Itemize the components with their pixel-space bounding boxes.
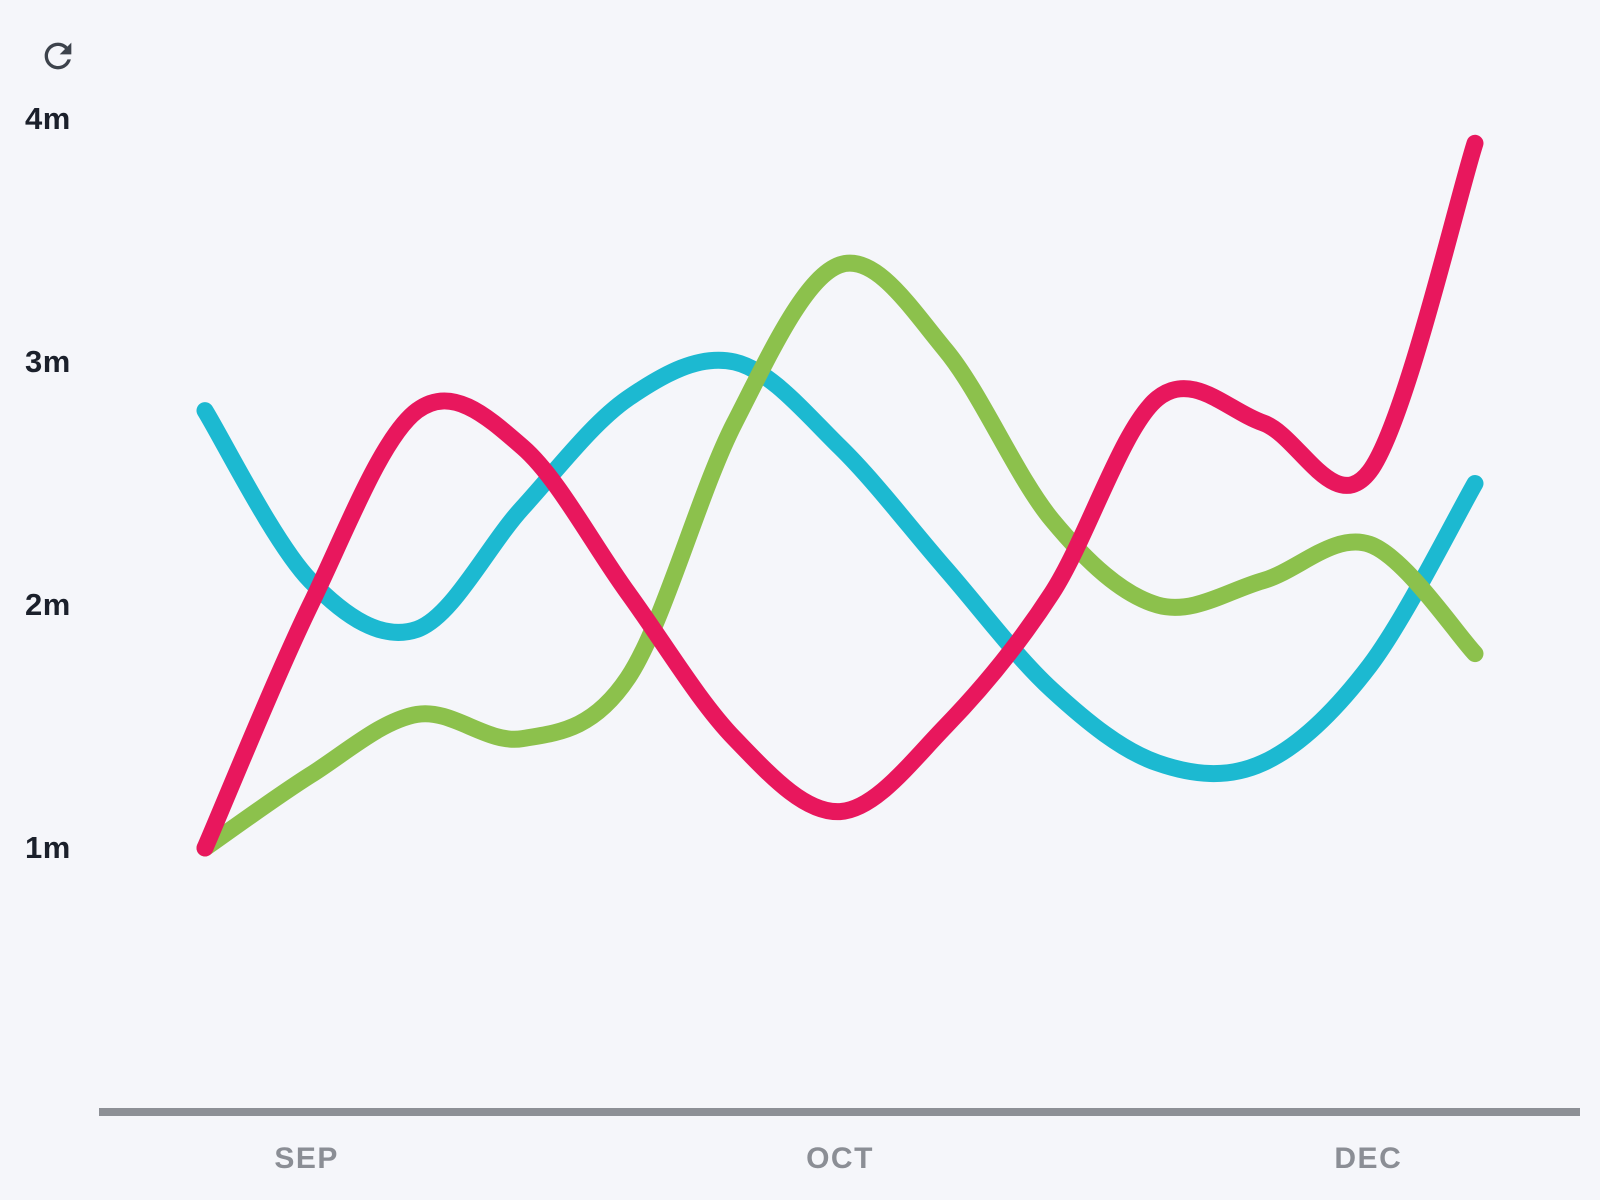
x-axis-label: SEP (274, 1142, 339, 1175)
x-axis-line (99, 1108, 1580, 1116)
series-line-cyan (196, 351, 1484, 783)
x-axis-label: DEC (1334, 1142, 1403, 1175)
y-axis-label: 2m (25, 587, 71, 622)
y-axis-label: 4m (25, 101, 71, 136)
x-axis-label: OCT (806, 1142, 874, 1175)
y-axis-label: 1m (25, 830, 71, 865)
y-axis-label: 3m (25, 344, 71, 379)
series-line-pink (196, 134, 1484, 857)
series-line-green (196, 254, 1484, 857)
